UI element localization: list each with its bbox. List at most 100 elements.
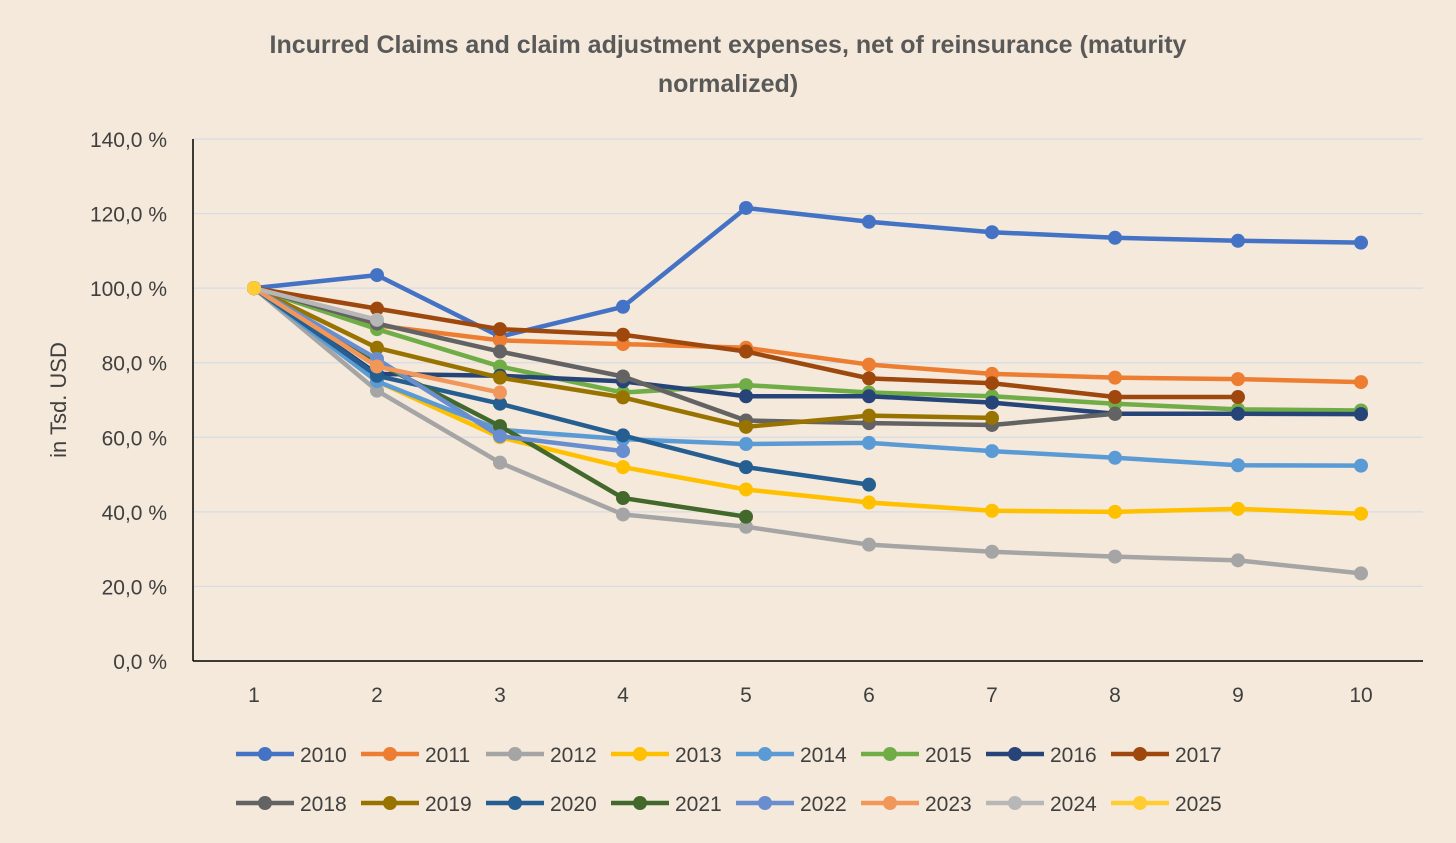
legend-item-2011: 2011 — [361, 744, 470, 767]
legend-item-2022: 2022 — [736, 793, 847, 816]
legend-label: 2011 — [425, 744, 470, 767]
x-tick-label: 8 — [1109, 684, 1121, 707]
legend-item-2014: 2014 — [736, 744, 847, 767]
data-point-2011 — [1108, 370, 1122, 385]
legend-swatch-marker — [383, 796, 397, 810]
y-tick-label: 20,0 % — [102, 576, 167, 599]
x-tick-label: 5 — [740, 684, 752, 707]
series-2019 — [247, 281, 999, 434]
data-point-2017 — [370, 301, 384, 316]
y-axis-label: in Tsd. USD — [46, 342, 71, 458]
legend-item-2021: 2021 — [611, 793, 722, 816]
data-point-2012 — [985, 544, 999, 559]
data-point-2017 — [985, 376, 999, 391]
data-point-2011 — [1354, 375, 1368, 390]
series-line-2020 — [251, 285, 872, 487]
series-line-2011 — [251, 285, 1364, 385]
data-point-2020 — [862, 477, 876, 492]
data-point-2022 — [616, 444, 630, 459]
legend-item-2019: 2019 — [361, 793, 472, 816]
series-line-2014 — [251, 285, 1364, 468]
legend-label: 2018 — [300, 793, 347, 816]
legend-swatch-marker — [1133, 796, 1147, 810]
legend-swatch-marker — [258, 747, 272, 761]
legend-swatch-marker — [883, 747, 897, 761]
data-point-2017 — [493, 322, 507, 337]
legend-label: 2019 — [425, 793, 472, 816]
series-line-2012 — [251, 285, 1364, 576]
series-2025 — [247, 281, 261, 296]
legend-label: 2014 — [800, 744, 847, 767]
chart-title-line: normalized) — [658, 70, 798, 98]
data-point-2015 — [739, 378, 753, 393]
data-point-2011 — [862, 357, 876, 372]
data-point-2016 — [862, 389, 876, 404]
data-point-2013 — [1231, 501, 1245, 516]
x-tick-label: 9 — [1232, 684, 1244, 707]
y-tick-label: 40,0 % — [102, 502, 167, 525]
legend-swatch-marker — [383, 747, 397, 761]
legend-item-2020: 2020 — [486, 793, 597, 816]
legend-swatch-marker — [758, 796, 772, 810]
x-tick-label: 2 — [371, 684, 383, 707]
legend-label: 2015 — [925, 744, 972, 767]
series-2012 — [247, 281, 1368, 581]
data-point-2016 — [985, 395, 999, 410]
legend-label: 2024 — [1050, 793, 1097, 816]
legend-label: 2023 — [925, 793, 972, 816]
data-point-2025 — [247, 281, 261, 296]
data-point-2012 — [739, 519, 753, 534]
legend-item-2025: 2025 — [1111, 793, 1222, 816]
legend-item-2012: 2012 — [486, 744, 597, 767]
data-point-2013 — [1354, 506, 1368, 521]
series-line-2018 — [251, 285, 1118, 428]
data-point-2022 — [493, 429, 507, 444]
data-point-2017 — [739, 344, 753, 359]
legend-item-2010: 2010 — [236, 744, 347, 767]
legend-swatch-marker — [633, 796, 647, 810]
data-point-2012 — [1354, 566, 1368, 581]
legend-label: 2022 — [800, 793, 847, 816]
data-point-2013 — [739, 482, 753, 497]
legend-label: 2016 — [1050, 744, 1097, 767]
y-tick-label: 100,0 % — [90, 278, 167, 301]
data-point-2023 — [370, 359, 384, 374]
y-axis-title: in Tsd. USD — [46, 342, 71, 458]
legend-item-2016: 2016 — [986, 744, 1097, 767]
data-point-2013 — [985, 503, 999, 518]
x-tick-label: 6 — [863, 684, 875, 707]
legend-item-2013: 2013 — [611, 744, 722, 767]
data-point-2017 — [1108, 390, 1122, 405]
data-point-2010 — [1231, 233, 1245, 248]
x-tick-label: 4 — [617, 684, 629, 707]
data-point-2011 — [1231, 372, 1245, 387]
y-tick-label: 0,0 % — [113, 651, 167, 674]
data-point-2012 — [493, 455, 507, 470]
series-line-2010 — [251, 205, 1364, 339]
legend-swatch-marker — [508, 796, 522, 810]
data-point-2019 — [493, 370, 507, 385]
x-tick-label: 10 — [1349, 684, 1372, 707]
legend-label: 2025 — [1175, 793, 1222, 816]
chart-title-line: Incurred Claims and claim adjustment exp… — [270, 31, 1187, 59]
data-point-2019 — [616, 390, 630, 405]
data-point-2018 — [616, 369, 630, 384]
data-point-2021 — [739, 509, 753, 524]
data-point-2017 — [1231, 390, 1245, 405]
data-point-2016 — [1231, 406, 1245, 421]
data-point-2021 — [493, 419, 507, 434]
data-point-2014 — [739, 436, 753, 451]
data-point-2012 — [1108, 549, 1122, 564]
data-point-2013 — [862, 495, 876, 510]
data-point-2017 — [616, 327, 630, 342]
data-point-2014 — [1231, 458, 1245, 473]
data-point-2014 — [1108, 450, 1122, 465]
legend-swatch-marker — [633, 747, 647, 761]
legend-item-2023: 2023 — [861, 793, 972, 816]
axes — [192, 139, 1423, 662]
legend-swatch-marker — [883, 796, 897, 810]
x-tick-label: 7 — [986, 684, 998, 707]
data-point-2010 — [985, 225, 999, 240]
y-tick-label: 60,0 % — [102, 427, 167, 450]
